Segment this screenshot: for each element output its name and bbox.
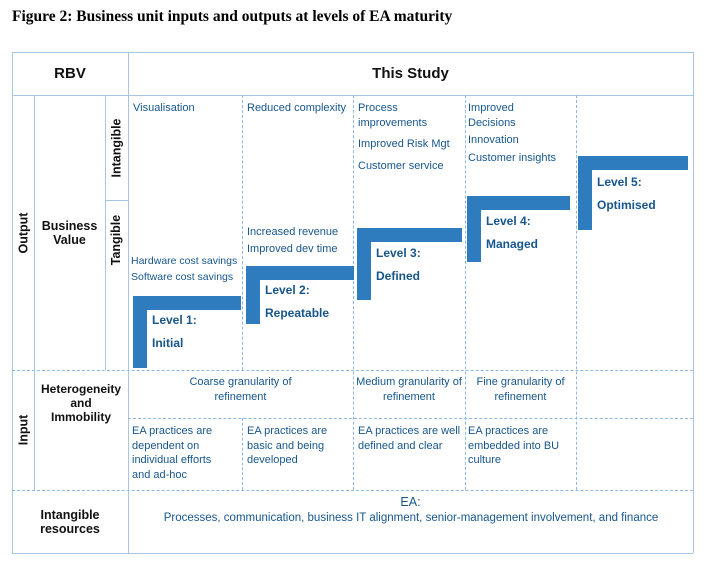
level1-step-bar-vertical <box>133 296 147 368</box>
level4-label-name: Managed <box>486 237 539 251</box>
output-tangible-level2: Increased revenue Improved dev time <box>247 225 338 258</box>
practice-level1: EA practices are dependent on individual… <box>132 425 213 481</box>
level4-step-bar-horizontal <box>467 196 570 210</box>
level5-label-name: Optimised <box>597 198 656 212</box>
dashed-col-1-2-upper <box>242 95 243 370</box>
level2-label: Level 2: Repeatable <box>265 283 329 320</box>
output-tangible-level1: Hardware cost savings Software cost savi… <box>131 255 237 287</box>
dashed-line-above-resources <box>12 490 693 491</box>
row-label-heterogeneity: Heterogeneity and Immobility <box>34 370 128 477</box>
table-border-top <box>12 52 693 53</box>
level3-step-bar-vertical <box>357 228 371 300</box>
output-item: Innovation <box>468 134 519 147</box>
output-item: Customer service <box>358 159 444 172</box>
level5-label-number: Level 5: <box>597 175 642 189</box>
table-border-left <box>12 52 13 553</box>
level2-step-bar-vertical <box>246 266 260 324</box>
level3-label: Level 3: Defined <box>376 246 421 283</box>
divider-rotated-col <box>34 95 35 490</box>
level4-step-bar-vertical <box>467 196 481 262</box>
row-label-input-text: Input <box>16 414 31 446</box>
level5-label: Level 5: Optimised <box>597 175 656 212</box>
level2-label-number: Level 2: <box>265 283 310 297</box>
ea-heading: EA: <box>400 495 421 509</box>
row-label-output-text: Output <box>16 212 30 253</box>
output-item: Software cost savings <box>131 270 234 283</box>
output-item: Improved Risk Mgt <box>358 138 450 151</box>
level1-label-name: Initial <box>152 336 184 350</box>
dashed-col-2-3 <box>353 95 354 490</box>
header-rbv: RBV <box>54 65 86 82</box>
output-item: Increased revenue <box>247 226 339 238</box>
level2-label-name: Repeatable <box>265 306 330 320</box>
row-label-business-value: Business Value <box>34 95 105 370</box>
level5-step-bar-vertical <box>578 156 592 230</box>
row-label-output: Output <box>12 95 34 370</box>
level3-step-bar-horizontal <box>357 228 462 242</box>
dashed-line-output-input <box>12 370 693 371</box>
level1-label: Level 1: Initial <box>152 313 197 350</box>
level4-label: Level 4: Managed <box>486 214 538 251</box>
granularity-medium: Medium granularity of refinement <box>356 376 462 403</box>
level4-label-number: Level 4: <box>486 214 531 228</box>
divider-tangibility-col <box>105 95 106 370</box>
practice-level4: EA practices are embedded into BU cultur… <box>468 425 560 467</box>
row-label-intangible: Intangible <box>105 95 128 200</box>
row-label-intangible-resources-text: Intangible resources <box>40 507 100 536</box>
row-label-heterogeneity-text: Heterogeneity and Immobility <box>41 382 122 424</box>
ea-resources-text: Processes, communication, business IT al… <box>163 512 659 524</box>
output-item: Improved Decisions <box>468 102 516 129</box>
row-label-tangible: Tangible <box>105 200 128 280</box>
output-intangible-level2: Reduced complexity <box>247 102 347 114</box>
granularity-coarse: Coarse granularity of refinement <box>189 376 292 403</box>
output-item: Hardware cost savings <box>131 255 238 267</box>
row-label-input: Input <box>12 370 34 490</box>
level3-label-name: Defined <box>376 269 421 283</box>
table-border-right <box>693 52 694 553</box>
granularity-fine: Fine granularity of refinement <box>476 376 565 403</box>
dashed-line-granularity-practices <box>128 418 693 419</box>
level5-step-bar-horizontal <box>578 156 688 170</box>
figure-caption: Figure 2: Business unit inputs and outpu… <box>12 8 453 25</box>
row-label-intangible-resources: Intangible resources <box>12 490 128 553</box>
level3-label-number: Level 3: <box>376 246 421 260</box>
output-item: Improved dev time <box>247 242 338 255</box>
row-label-intangible-text: Intangible <box>109 117 124 178</box>
divider-labels-main <box>128 52 129 553</box>
practice-level3: EA practices are well defined and clear <box>358 425 461 452</box>
level2-step-bar-horizontal <box>246 266 354 280</box>
level1-label-number: Level 1: <box>152 313 197 327</box>
output-item: Customer insights <box>468 151 557 164</box>
practice-level2: EA practices are basic and being develop… <box>247 425 328 467</box>
divider-under-header <box>12 95 693 96</box>
dashed-col-3-4 <box>465 95 466 490</box>
header-this-study: This Study <box>372 65 449 82</box>
row-label-business-value-text: Business Value <box>41 218 98 247</box>
output-intangible-level3: Process improvements Improved Risk Mgt C… <box>358 101 458 180</box>
level1-step-bar-horizontal <box>133 296 241 310</box>
divider-intangible-tangible <box>105 200 128 201</box>
table-border-bottom <box>12 553 693 554</box>
output-item: Process improvements <box>358 102 428 129</box>
dashed-col-1-2-lower <box>242 418 243 490</box>
output-intangible-level4: Improved Decisions Innovation Customer i… <box>468 101 564 168</box>
output-intangible-level1: Visualisation <box>133 102 195 114</box>
row-label-tangible-text: Tangible <box>109 214 124 266</box>
dashed-col-4-5 <box>576 95 577 490</box>
